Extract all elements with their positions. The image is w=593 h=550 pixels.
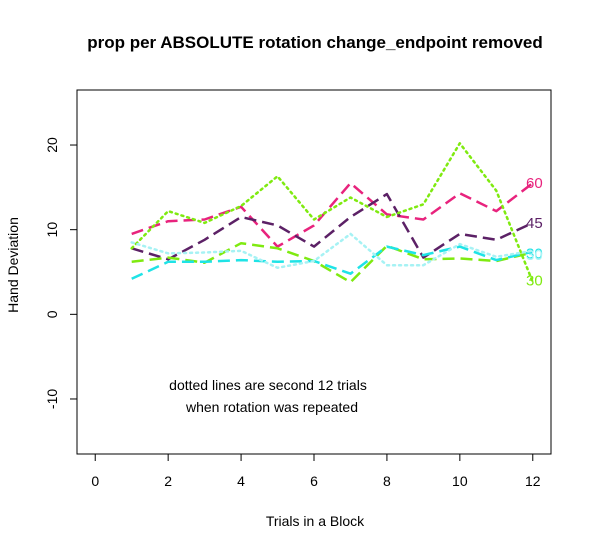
end-label: 30 [526, 245, 543, 262]
x-tick-label: 6 [310, 473, 318, 489]
x-tick-label: 4 [237, 473, 245, 489]
x-tick-label: 0 [91, 473, 99, 489]
y-axis: -10 0 10 20 [44, 137, 78, 409]
y-tick-label: -10 [44, 389, 60, 409]
annotation-line-1: dotted lines are second 12 trials [169, 377, 367, 393]
series-line-5 [130, 232, 535, 270]
series-line-4 [130, 142, 535, 284]
x-tick-label: 12 [525, 473, 541, 489]
series-group [130, 142, 535, 284]
x-tick-label: 2 [164, 473, 172, 489]
x-tick-label: 10 [452, 473, 468, 489]
x-axis-label: Trials in a Block [266, 513, 365, 529]
chart-title: prop per ABSOLUTE rotation change_endpoi… [87, 33, 543, 52]
series-line-0 [131, 181, 534, 248]
y-tick-label: 10 [44, 222, 60, 238]
annotation-line-2: when rotation was repeated [185, 399, 358, 415]
x-axis: 0 2 4 6 8 10 12 [91, 453, 541, 489]
end-label: 45 [526, 215, 543, 232]
series-line-2 [131, 241, 534, 284]
end-label: 30 [526, 272, 543, 289]
end-label: 30 [526, 247, 543, 264]
series-line-1 [131, 192, 534, 261]
y-tick-label: 20 [44, 137, 60, 153]
y-axis-label: Hand Deviation [5, 217, 21, 313]
x-tick-label: 8 [383, 473, 391, 489]
y-tick-label: 0 [44, 310, 60, 318]
end-label: 60 [526, 175, 543, 192]
series-line-3 [131, 245, 534, 280]
